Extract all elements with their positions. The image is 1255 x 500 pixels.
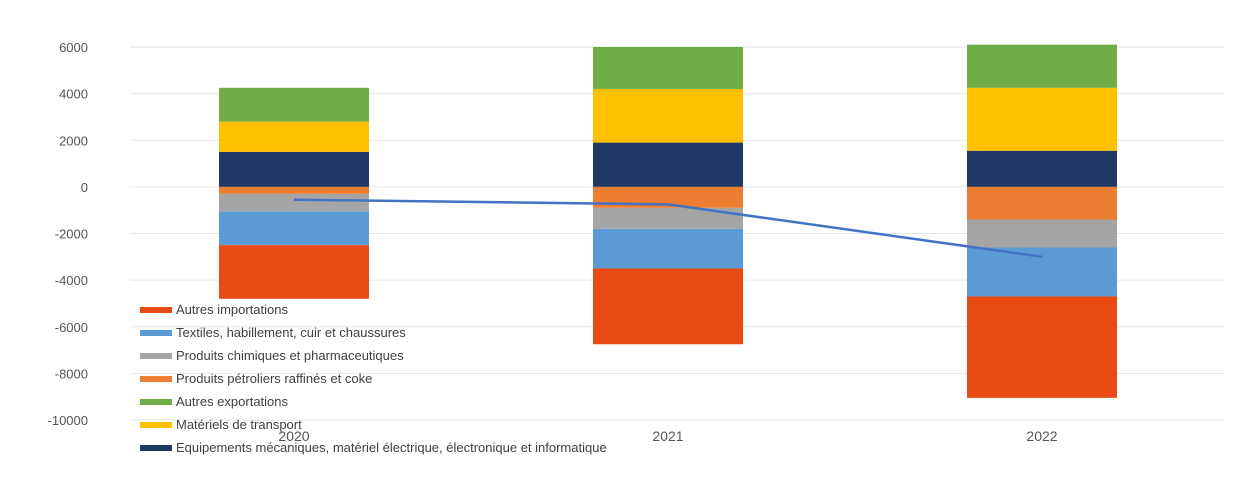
y-tick-label: 2000 [59, 133, 88, 148]
y-tick-label: -4000 [55, 273, 88, 288]
x-axis: 2020 2021 2022 [278, 428, 1057, 444]
legend-item: Equipements mécaniques, matériel électri… [140, 440, 760, 455]
bar-segment [593, 47, 743, 89]
x-tick-label: 2021 [652, 428, 683, 444]
legend-label: Autres importations [176, 302, 288, 317]
balance-line [293, 198, 1043, 259]
y-tick-label: 6000 [59, 40, 88, 55]
bar-segment [219, 186, 369, 194]
legend-item: Produits pétroliers raffinés et coke [140, 371, 760, 386]
legend-swatch [140, 422, 172, 428]
legend-swatch [140, 307, 172, 313]
bar-segment [219, 193, 369, 212]
legend-item: Autres importations [140, 302, 760, 317]
bar-segment [967, 186, 1117, 220]
bar-segment [593, 268, 743, 345]
legend-label: Matériels de transport [176, 417, 302, 432]
legend-swatch [140, 445, 172, 451]
legend-item: Autres exportations [140, 394, 760, 409]
bar-segment [593, 186, 743, 208]
y-tick-label: -10000 [48, 413, 88, 428]
y-tick-label: 0 [81, 180, 88, 195]
bar-segment [219, 121, 369, 152]
bar-segment [967, 219, 1117, 248]
x-tick-label: 2020 [278, 428, 309, 444]
legend-swatch [140, 330, 172, 336]
bar-segment [967, 44, 1117, 88]
x-tick-label: 2022 [1026, 428, 1057, 444]
y-axis: 6000 4000 2000 0 -2000 -4000 -6000 -8000 -10000 [48, 40, 88, 428]
bar-segment [967, 150, 1117, 187]
bar-segment [967, 87, 1117, 151]
balance-line-path [293, 198, 1043, 259]
legend-swatch [140, 353, 172, 359]
bar-segment [967, 247, 1117, 297]
bar-segment [593, 228, 743, 269]
bar-segment [593, 142, 743, 187]
stacked-bars [219, 44, 1117, 398]
bar-segment [219, 151, 369, 187]
bar-segment [219, 211, 369, 246]
legend-swatch [140, 399, 172, 405]
legend: Autres importations Textiles, habillement… [140, 302, 760, 463]
legend-item: Textiles, habillement, cuir et chaussure… [140, 325, 760, 340]
legend-label: Textiles, habillement, cuir et chaussure… [176, 325, 406, 340]
y-tick-label: -6000 [55, 320, 88, 335]
bar-segment [219, 87, 369, 122]
bar-segment [593, 88, 743, 143]
legend-label: Equipements mécaniques, matériel électri… [176, 440, 607, 455]
legend-item: Matériels de transport [140, 417, 760, 432]
legend-swatch [140, 376, 172, 382]
bar-segment [593, 207, 743, 229]
bar-segment [219, 245, 369, 299]
legend-label: Produits chimiques et pharmaceutiques [176, 348, 404, 363]
y-tick-label: -8000 [55, 366, 88, 381]
legend-label: Autres exportations [176, 394, 289, 409]
legend-item: Produits chimiques et pharmaceutiques [140, 348, 760, 363]
y-tick-label: 4000 [59, 87, 88, 102]
legend-label: Produits pétroliers raffinés et coke [176, 371, 373, 386]
bar-segment [967, 296, 1117, 398]
y-tick-label: -2000 [55, 227, 88, 242]
